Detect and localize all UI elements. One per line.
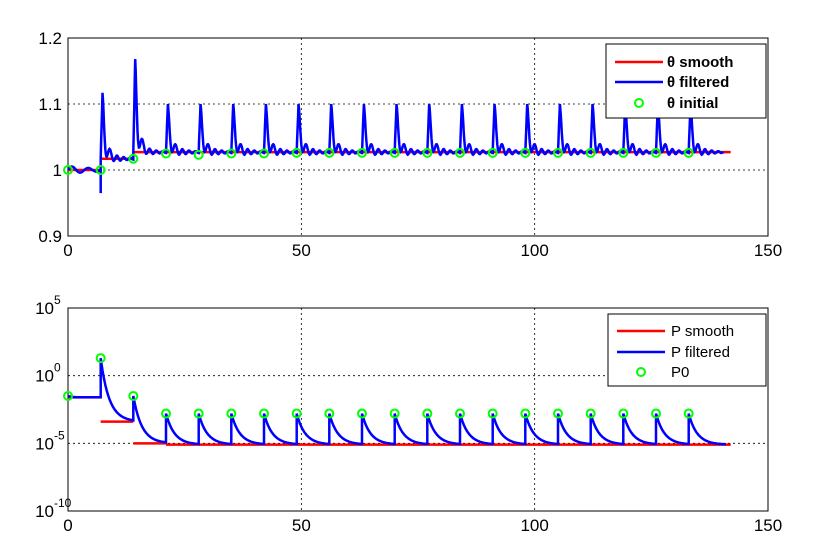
theta-initial-marker xyxy=(618,147,629,158)
legend-theta-initial: θ initial xyxy=(667,95,718,112)
p0-marker xyxy=(553,408,563,419)
theta-y-tick: 0.9 xyxy=(38,227,62,246)
theta-initial-marker xyxy=(161,148,171,159)
p-legend: P smooth P filtered P0 xyxy=(607,313,767,387)
p0-marker xyxy=(259,408,269,419)
p0-marker xyxy=(193,408,204,419)
p0-marker xyxy=(291,408,302,419)
p-x-tick: 100 xyxy=(520,516,548,535)
p-x-tick: 50 xyxy=(292,516,311,535)
p-y-tick-exponent: -10 xyxy=(54,496,72,510)
theta-x-tick: 150 xyxy=(754,241,782,260)
theta-y-tick: 1.2 xyxy=(38,29,62,48)
legend-theta-initial-marker xyxy=(634,98,644,108)
legend-theta-smooth: θ smooth xyxy=(667,54,733,71)
theta-y-tick: 1.1 xyxy=(38,95,62,114)
theta-legend: θ smooth θ filtered θ initial xyxy=(605,43,767,119)
p0-marker xyxy=(683,408,694,419)
theta-initial-marker xyxy=(193,149,204,160)
theta-initial-marker xyxy=(553,147,563,158)
p-y-tick-exponent: 0 xyxy=(54,361,61,375)
theta-initial-marker xyxy=(63,165,73,175)
p0-marker xyxy=(161,408,171,419)
p0-marker xyxy=(422,408,433,419)
legend-p-filtered: P filtered xyxy=(671,344,730,361)
theta-filtered-line xyxy=(66,59,725,194)
p-lines xyxy=(63,353,731,446)
p-filtered-line xyxy=(67,357,726,446)
theta-grid xyxy=(68,38,768,236)
theta-initial-marker xyxy=(651,147,661,158)
legend-theta-filtered: θ filtered xyxy=(667,74,729,91)
p-x-tick: 0 xyxy=(63,516,72,535)
theta-initial-marker xyxy=(291,147,302,158)
p-legend-box xyxy=(607,313,767,387)
theta-initial-marker xyxy=(259,148,269,159)
p-y-tick: 10 xyxy=(35,299,54,318)
p0-marker xyxy=(357,408,367,419)
theta-initial-marker xyxy=(422,147,433,158)
theta-initial-marker xyxy=(128,153,139,164)
p0-marker xyxy=(95,353,106,364)
theta-initial-marker xyxy=(95,165,106,175)
theta-ticks: 0 50 100 150 0.9 1 1.1 1.2 xyxy=(38,29,782,260)
p0-marker xyxy=(487,408,498,419)
theta-x-tick: 100 xyxy=(520,241,548,260)
p0-marker xyxy=(618,408,629,419)
p-y-tick: 10 xyxy=(35,367,54,386)
p-y-tick: 10 xyxy=(35,434,54,453)
p-y-tick: 10 xyxy=(35,502,54,521)
p0-marker xyxy=(128,390,139,401)
p0-marker xyxy=(455,408,465,419)
legend-p0-marker xyxy=(636,367,646,377)
theta-initial-marker xyxy=(389,147,400,158)
p-y-tick-exponent: -5 xyxy=(54,428,65,442)
theta-plot: 0 50 100 150 0.9 1 1.1 1.2 θ smooth θ filtered … xyxy=(38,29,782,260)
p-x-tick: 150 xyxy=(754,516,782,535)
theta-x-tick: 0 xyxy=(63,241,72,260)
p0-marker xyxy=(63,390,73,401)
p0-marker xyxy=(324,408,335,419)
theta-initial-marker xyxy=(357,147,367,158)
legend-p-smooth: P smooth xyxy=(671,323,734,340)
theta-initial-marker xyxy=(520,147,531,158)
theta-initial-marker xyxy=(226,148,237,159)
legend-p0: P0 xyxy=(671,364,689,381)
p-y-tick-exponent: 5 xyxy=(54,293,61,307)
theta-lines xyxy=(63,59,731,194)
p0-marker xyxy=(585,408,596,419)
p0-marker xyxy=(651,408,661,419)
p0-marker xyxy=(226,408,237,419)
theta-initial-marker xyxy=(324,147,335,158)
theta-initial-marker xyxy=(487,147,498,158)
p0-marker xyxy=(389,408,400,419)
p0-marker xyxy=(520,408,531,419)
theta-x-tick: 50 xyxy=(292,241,311,260)
theta-initial-marker xyxy=(455,147,465,158)
theta-y-tick: 1 xyxy=(53,161,62,180)
theta-initial-marker xyxy=(683,147,694,158)
theta-initial-marker xyxy=(585,147,596,158)
